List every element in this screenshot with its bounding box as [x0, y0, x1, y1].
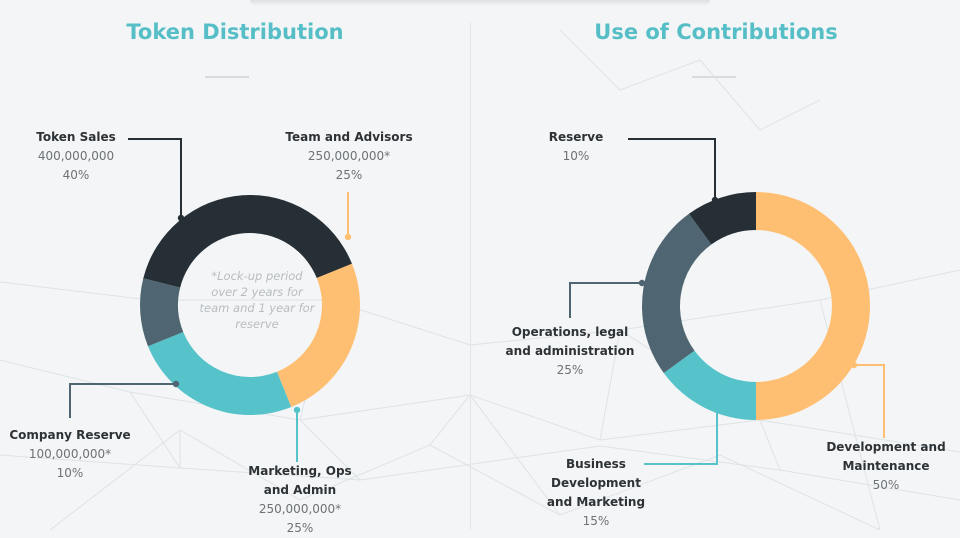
slice-label-operations-legal: Operations, legal and administration 25% [502, 323, 638, 380]
slice-business-development-and-marketing [663, 350, 756, 420]
leader-dot-business-development-and-marketing [713, 406, 721, 414]
slice-percent: 25% [556, 363, 584, 377]
leader-line-reserve [628, 138, 716, 200]
slice-development-and-maintenance [756, 192, 870, 420]
leader-line-company-reserve [69, 383, 176, 418]
leader-dot-reserve [711, 196, 719, 204]
token-distribution-chart [69, 138, 360, 462]
slice-amount: 250,000,000* [258, 502, 342, 516]
slice-label-company-reserve: Company Reserve 100,000,000* 10% [4, 426, 136, 483]
lockup-note: *Lock-up period over 2 years for team an… [199, 269, 315, 331]
slice-label-reserve: Reserve 10% [530, 128, 622, 166]
leader-dot-token-sales [177, 214, 185, 222]
top-shadow [250, 0, 710, 6]
use-of-contributions-chart [569, 138, 885, 465]
slice-percent: 40% [62, 168, 90, 182]
slice-label-development-maintenance: Development and Maintenance 50% [818, 438, 954, 495]
use-of-contributions-panel: Use of Contributions Development and Mai… [472, 0, 960, 530]
slice-name: Operations, legal and administration [505, 325, 635, 358]
token-distribution-panel: Token Distribution *Lock-up period over … [0, 0, 470, 535]
slice-percent: 25% [335, 168, 363, 182]
title-underline [205, 76, 249, 78]
title-underline [692, 76, 736, 78]
slice-amount: 400,000,000 [37, 149, 115, 163]
slice-name: Token Sales [36, 130, 116, 144]
slice-label-marketing-ops-admin: Marketing, Ops and Admin 250,000,000* 25… [244, 462, 356, 538]
slice-reserve [688, 192, 756, 245]
slice-label-token-sales: Token Sales 400,000,000 40% [28, 128, 124, 185]
slice-name: Reserve [548, 130, 604, 144]
slice-name: Business Development and Marketing [546, 457, 646, 509]
leader-dot-team-and-advisors [344, 233, 352, 241]
leader-dot-company-reserve [172, 380, 180, 388]
slice-amount: 100,000,000* [28, 447, 112, 461]
chart-title: Token Distribution [126, 20, 344, 44]
slice-name: Company Reserve [9, 428, 131, 442]
slice-company-reserve [140, 278, 184, 347]
leader-dot-development-and-maintenance [850, 361, 858, 369]
leader-dot-operations-legal-and-administration [638, 279, 646, 287]
slice-amount: 250,000,000* [307, 149, 391, 163]
slice-team-and-advisors [276, 263, 360, 407]
leader-line-token-sales [128, 138, 182, 218]
slice-percent: 10% [56, 466, 84, 480]
slice-token-sales [143, 194, 352, 288]
slice-percent: 50% [872, 478, 900, 492]
slice-operations-legal-and-administration [642, 213, 712, 374]
leader-line-business-development-and-marketing [644, 410, 718, 465]
slice-percent: 10% [562, 149, 590, 163]
chart-title: Use of Contributions [594, 20, 838, 44]
slice-label-business-development: Business Development and Marketing 15% [542, 455, 650, 531]
leader-dot-marketing-ops-and-admin [293, 406, 301, 414]
slice-name: Development and Maintenance [826, 440, 946, 473]
leader-line-development-and-maintenance [854, 364, 885, 438]
slice-label-team-advisors: Team and Advisors 250,000,000* 25% [278, 128, 420, 185]
slice-name: Team and Advisors [285, 130, 413, 144]
slice-percent: 25% [286, 521, 314, 535]
slice-marketing-ops-and-admin [148, 331, 292, 416]
leader-line-operations-legal-and-administration [569, 282, 642, 318]
slice-name: Marketing, Ops and Admin [248, 464, 352, 497]
panel-divider [470, 22, 471, 530]
slice-percent: 15% [582, 514, 610, 528]
